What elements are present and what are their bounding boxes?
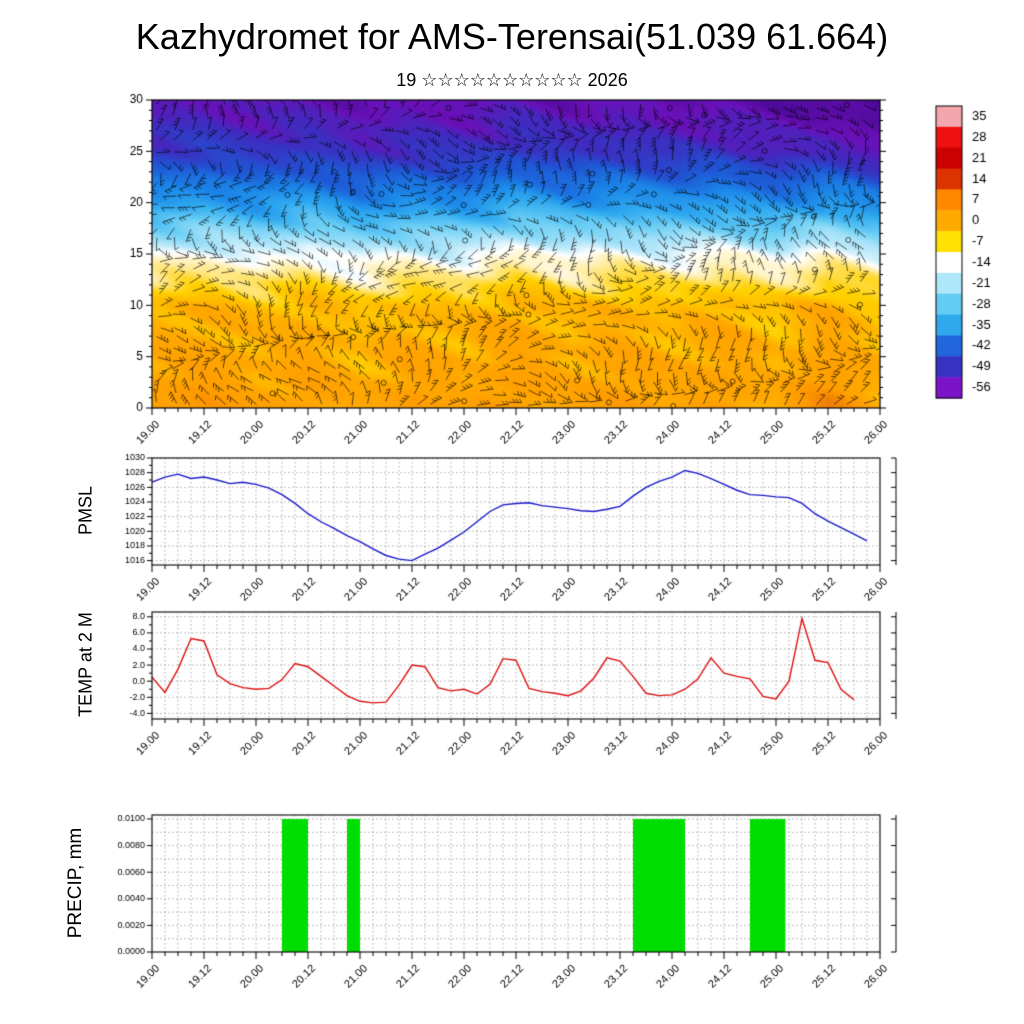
pmsl-axis-label: PMSL <box>75 485 96 536</box>
precip-axis-label: PRECIP, mm <box>65 827 86 939</box>
chart-subtitle: 19 ☆☆☆☆☆☆☆☆☆☆ 2026 <box>396 70 628 90</box>
page-title: Kazhydromet for AMS-Terensai(51.039 61.6… <box>135 16 889 57</box>
temp-axis-label: TEMP at 2 M <box>75 612 96 717</box>
